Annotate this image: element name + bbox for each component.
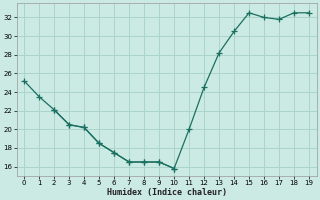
X-axis label: Humidex (Indice chaleur): Humidex (Indice chaleur): [107, 188, 227, 197]
